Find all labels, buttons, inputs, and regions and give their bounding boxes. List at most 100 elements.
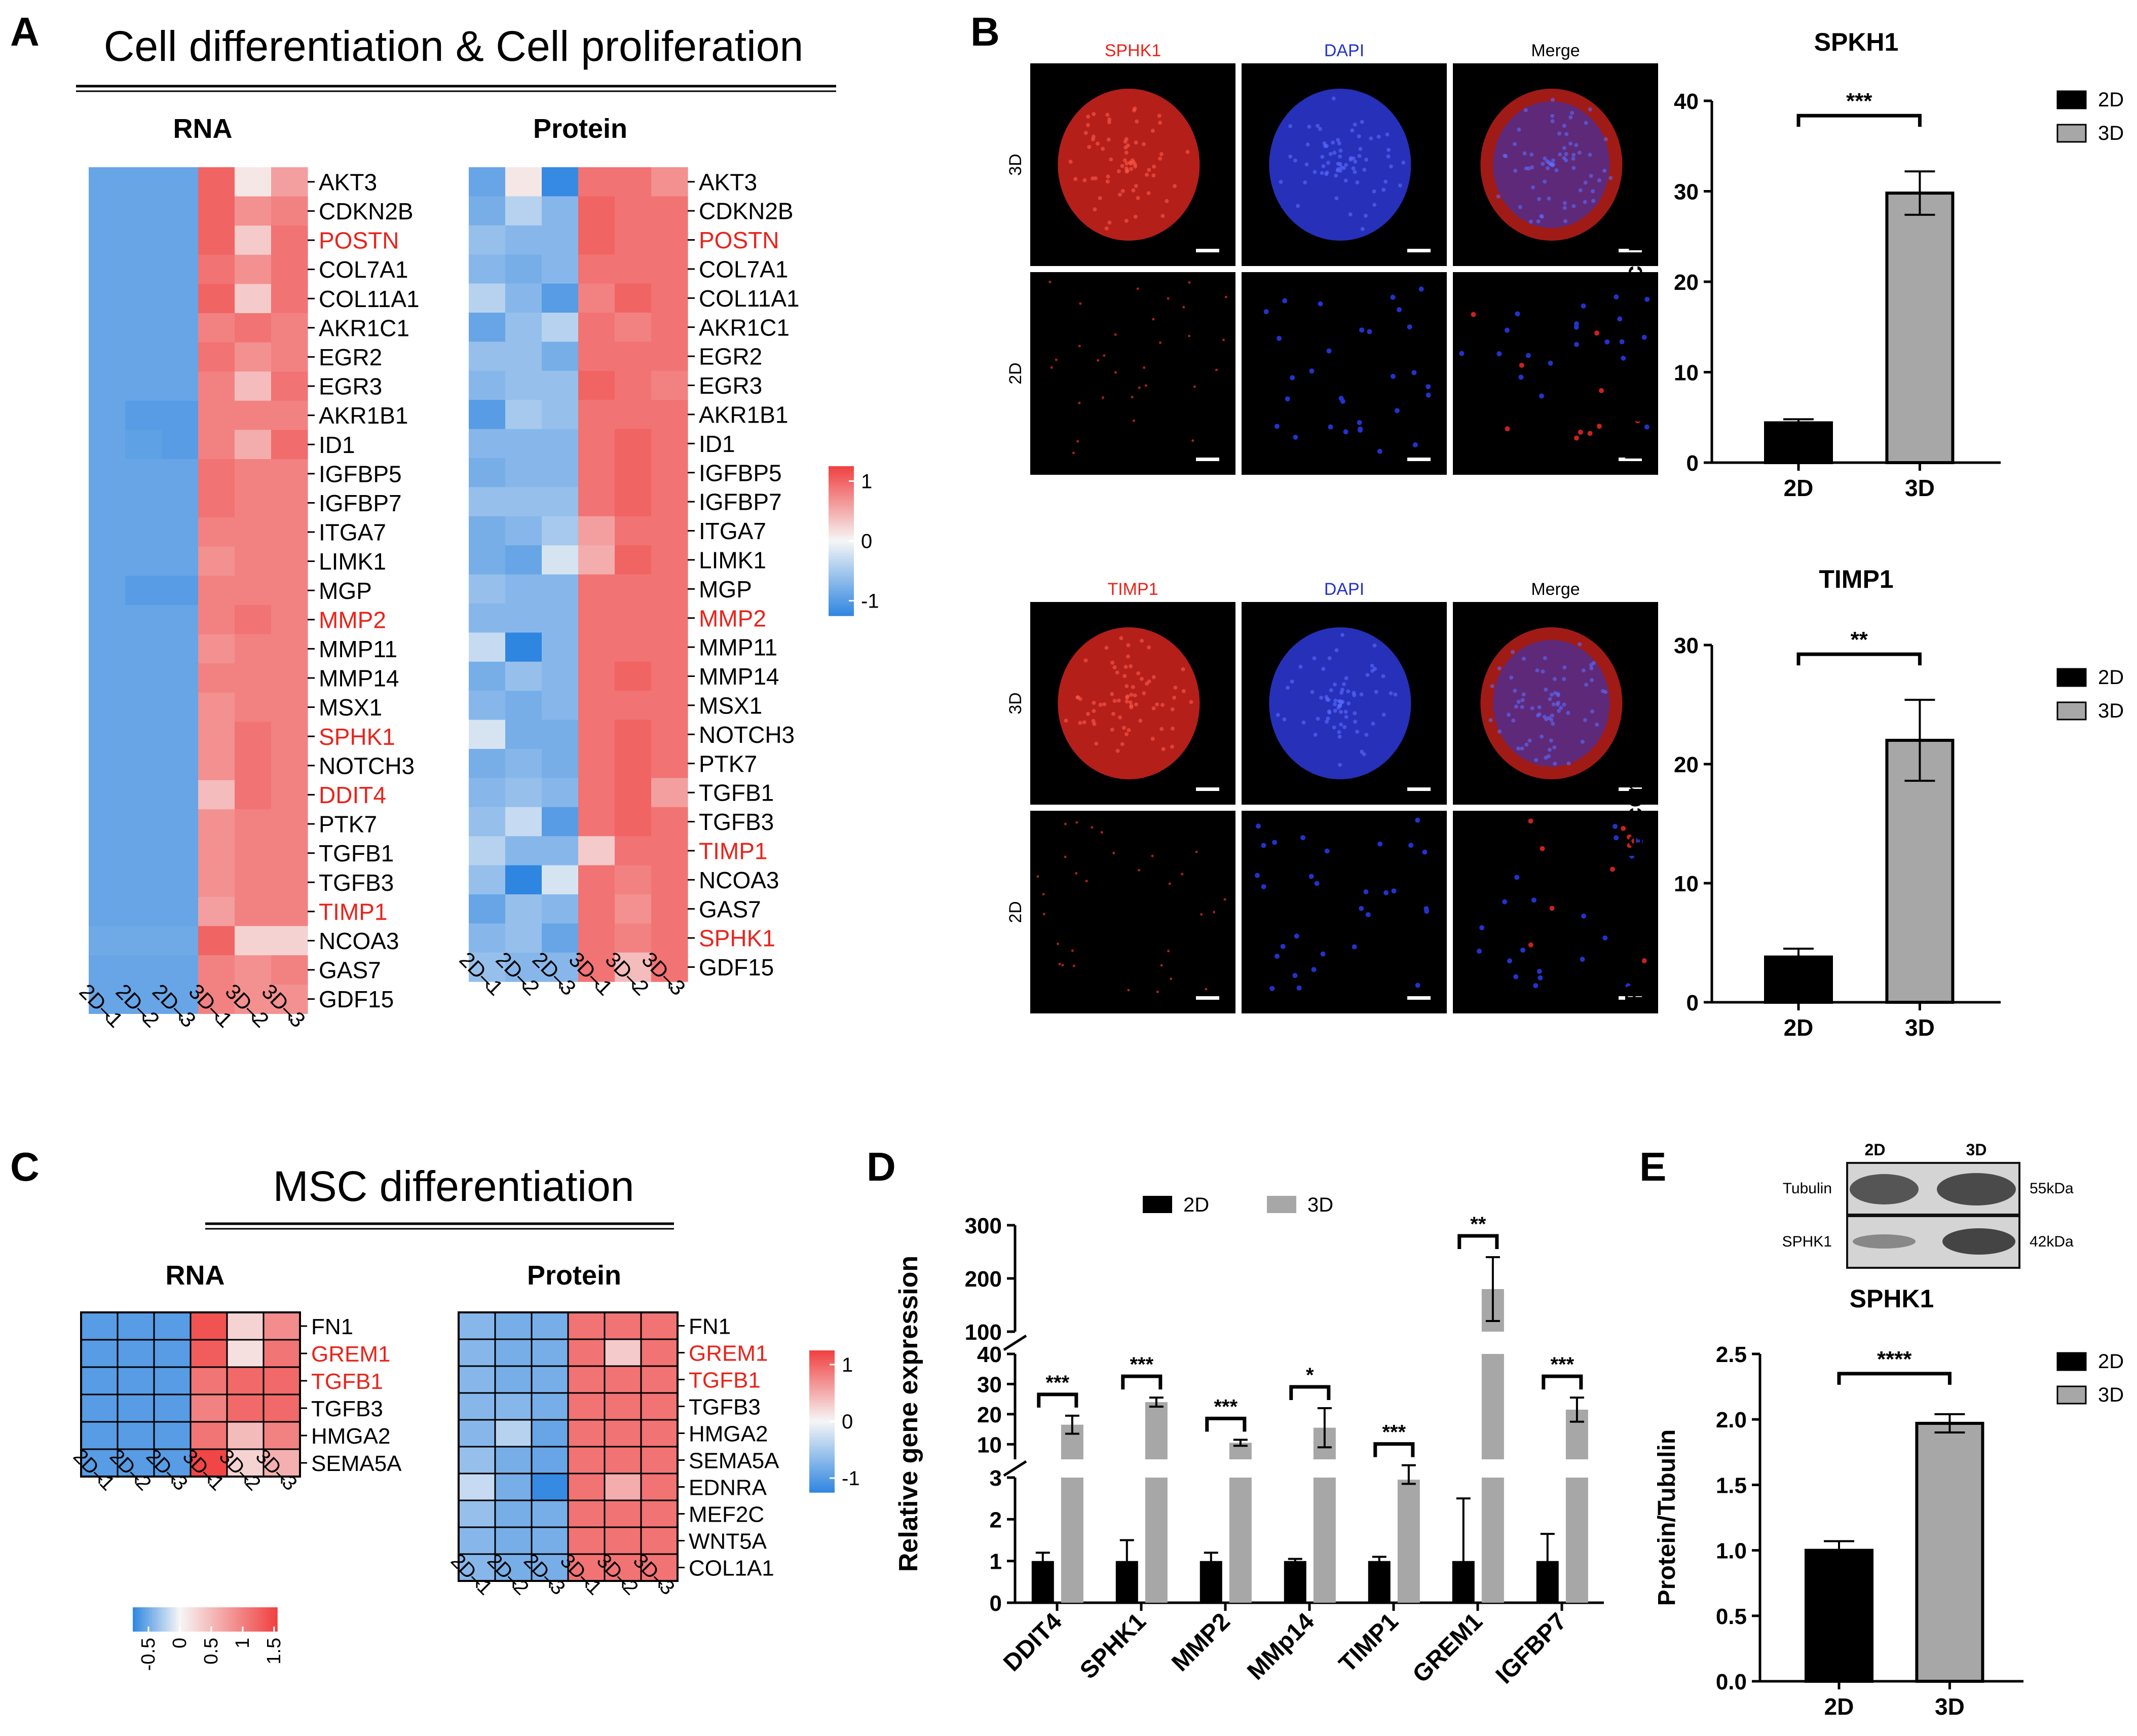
cell-nucleus (1094, 741, 1099, 746)
cell-nucleus (1562, 665, 1567, 670)
cell-nucleus (1316, 716, 1320, 721)
cell-nucleus (1552, 677, 1557, 682)
heatmap-cell (235, 926, 272, 956)
heatmap-cell (615, 952, 652, 982)
heatmap-cell (271, 225, 308, 255)
heatmap-cell (615, 283, 652, 313)
legend-gradient-step (809, 1447, 835, 1450)
heatmap-cell (469, 778, 506, 808)
legend-gradient-step (829, 541, 854, 544)
y-tick-label: 300 (965, 1214, 1002, 1238)
heatmap-cell (542, 487, 579, 517)
heatmap-cell (578, 749, 615, 778)
legend-gradient-step (809, 1398, 835, 1401)
significance-bracket (1373, 1442, 1415, 1457)
cell-dot (1407, 324, 1412, 330)
legend-gradient-step (829, 523, 854, 526)
significance-bracket (1289, 1385, 1331, 1400)
cell-nucleus (1301, 720, 1306, 725)
legend-gradient-step (169, 1607, 172, 1632)
cell-nucleus (1353, 720, 1358, 724)
heatmap-cell (235, 517, 272, 547)
cell-nucleus (1557, 709, 1561, 713)
legend-gradient-step (135, 1607, 138, 1632)
heatmap-cell (198, 459, 235, 489)
cell-nucleus (1536, 219, 1541, 223)
cell-nucleus (1092, 112, 1096, 117)
cell-dot (1078, 345, 1081, 348)
heatmap-cell (469, 661, 506, 691)
cell-nucleus (1386, 154, 1391, 159)
heatmap-cell (153, 1311, 192, 1341)
x-tick-label: SPHK1 (1075, 1608, 1151, 1684)
y-tick-label: 10 (977, 1432, 1002, 1457)
cell-nucleus (1331, 140, 1335, 145)
legend-gradient-step (809, 1459, 835, 1462)
heatmap-cell (651, 196, 688, 226)
legend-gradient-step (200, 1607, 203, 1632)
cell-nucleus (1131, 685, 1135, 689)
cell-dot (1195, 850, 1198, 853)
cell-dot (1631, 838, 1637, 844)
cell-nucleus (1554, 168, 1559, 173)
cell-dot (1072, 964, 1075, 967)
heatmap-cell (615, 167, 652, 197)
cell-nucleus (1111, 711, 1115, 716)
scale-bar (1407, 996, 1431, 1000)
legend-gradient-step (829, 511, 854, 514)
heatmap-cell (640, 1392, 679, 1421)
heatmap-cell (198, 313, 235, 343)
heatmap-cell (162, 722, 199, 751)
cell-dot (1048, 281, 1052, 284)
legend-gradient-step (253, 1607, 256, 1632)
heatmap-cell (505, 254, 542, 284)
heatmap-cell (615, 313, 652, 342)
condition-label: 3D (1006, 154, 1025, 175)
heatmap-cell (271, 897, 308, 927)
heatmap-cell (494, 1446, 533, 1475)
bar-chart-sphk1-protein-tubulin: SPHK1 0.0 0.5 1.0 1.5 2.0 2.5 Protein/Tubulin 2D… (1654, 1285, 2124, 1720)
cell-nucleus (1389, 164, 1393, 169)
cell-nucleus (1101, 146, 1105, 151)
cell-dot (1352, 944, 1357, 950)
heatmap-cell (542, 283, 579, 313)
heatmap-cell (198, 196, 235, 226)
cell-dot (1397, 307, 1402, 313)
cell-nucleus (1333, 698, 1338, 703)
cell-nucleus (1514, 704, 1518, 709)
heatmap-cell (604, 1526, 642, 1555)
legend-gradient-step (210, 1607, 213, 1632)
scale-bar (1407, 787, 1431, 791)
cell-dot (1300, 835, 1306, 841)
cell-dot (1426, 392, 1431, 398)
legend-gradient-step (829, 506, 854, 509)
heatmap-cell (117, 1393, 155, 1423)
cell-dot (1181, 873, 1184, 876)
cell-nucleus (1327, 709, 1331, 713)
gene-label: MMP14 (319, 665, 399, 692)
heatmap-cell (651, 894, 688, 924)
gene-label: HMGA2 (311, 1424, 390, 1449)
legend-gradient-step (809, 1461, 835, 1464)
y-tick-label: 10 (1674, 361, 1699, 386)
heatmap-cell (640, 1473, 679, 1501)
cell-dot (1513, 974, 1519, 979)
heatmap-cell (271, 926, 308, 956)
legend-swatch (1143, 1196, 1172, 1213)
cell-nucleus (1125, 168, 1130, 173)
legend-gradient-step (212, 1607, 215, 1632)
heatmap-cell (469, 632, 506, 662)
significance-bracket (1542, 1374, 1583, 1390)
cell-dot (1580, 957, 1585, 962)
cell-dot (1383, 890, 1389, 895)
heatmap-cell (117, 1366, 155, 1395)
cell-dot (1411, 370, 1417, 375)
cell-dot (1394, 408, 1400, 413)
heatmap-cell (89, 838, 126, 868)
cell-nucleus (1583, 200, 1587, 204)
significance-stars: *** (1214, 1395, 1238, 1418)
cell-nucleus (1134, 140, 1138, 145)
cell-dot (1326, 348, 1332, 354)
cell-dot (1581, 913, 1587, 919)
